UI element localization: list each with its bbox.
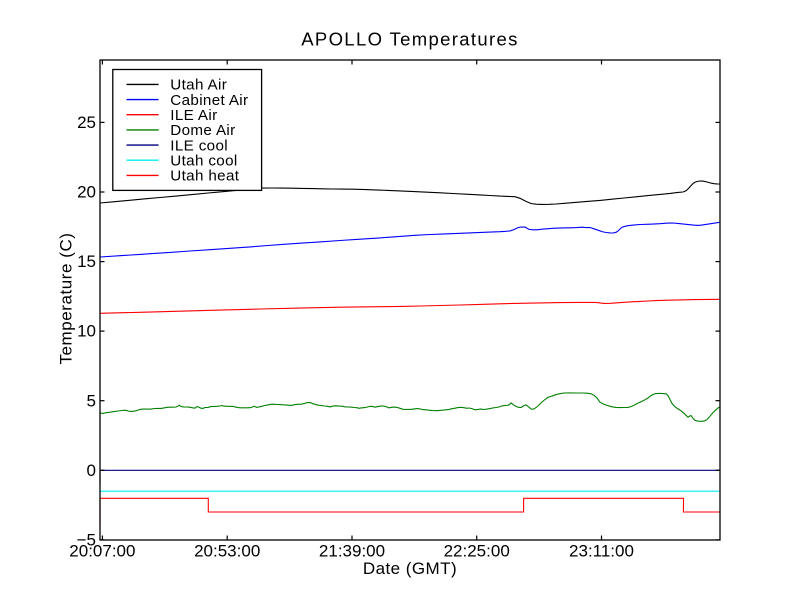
svg-text:Dome Air: Dome Air <box>170 122 235 139</box>
svg-text:Utah Air: Utah Air <box>170 77 227 94</box>
svg-text:20:53:00: 20:53:00 <box>194 542 260 561</box>
svg-text:Temperature (C): Temperature (C) <box>57 232 76 364</box>
svg-text:Utah heat: Utah heat <box>170 168 239 185</box>
svg-text:APOLLO Temperatures: APOLLO Temperatures <box>301 28 519 49</box>
svg-text:22:25:00: 22:25:00 <box>444 542 510 561</box>
svg-text:15: 15 <box>77 252 96 271</box>
svg-text:Date (GMT): Date (GMT) <box>363 559 457 578</box>
svg-text:21:39:00: 21:39:00 <box>319 542 385 561</box>
svg-text:0: 0 <box>87 461 96 480</box>
svg-text:20: 20 <box>77 183 96 202</box>
svg-text:25: 25 <box>77 113 96 132</box>
svg-text:Cabinet Air: Cabinet Air <box>170 92 248 109</box>
svg-text:−5: −5 <box>77 531 96 550</box>
svg-text:23:11:00: 23:11:00 <box>569 542 634 561</box>
svg-text:10: 10 <box>77 322 96 341</box>
svg-text:ILE Air: ILE Air <box>170 107 217 124</box>
svg-text:5: 5 <box>87 391 96 410</box>
svg-text:ILE cool: ILE cool <box>170 137 228 154</box>
svg-text:20:07:00: 20:07:00 <box>69 542 135 561</box>
svg-text:Utah cool: Utah cool <box>170 153 237 170</box>
